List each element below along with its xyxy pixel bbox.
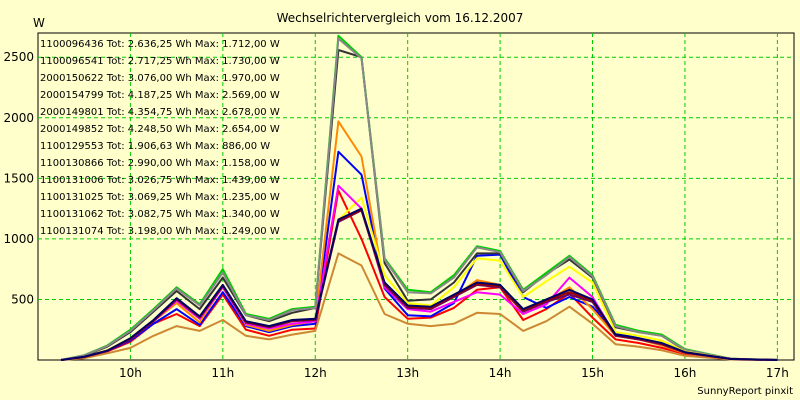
x-tick-label: 15h	[581, 366, 604, 380]
legend-entry: 1100129553 Tot: 1.906,63 Wh Max: 886,00 …	[40, 141, 270, 152]
legend-entry: 1100131025 Tot: 3.069,25 Wh Max: 1.235,0…	[40, 192, 280, 203]
legend-entry: 2000150622 Tot: 3.076,00 Wh Max: 1.970,0…	[40, 73, 280, 84]
axis-layer: 10h 11h 12h 13h 14h 15h 16h 17h 500 1000 1500 2000 2…	[3, 50, 788, 380]
legend-entry: 2000149801 Tot: 4.354,75 Wh Max: 2.678,0…	[40, 107, 280, 118]
x-tick-label: 10h	[119, 366, 142, 380]
credit-text: SunnyReport pinxit	[697, 386, 793, 397]
legend: 1100096436 Tot: 2.636,25 Wh Max: 1.712,0…	[40, 39, 280, 237]
x-tick-label: 14h	[489, 366, 512, 380]
series-layer	[60, 34, 778, 361]
x-tick-label: 11h	[211, 366, 234, 380]
series-line	[60, 37, 778, 361]
series-line	[60, 189, 778, 361]
y-tick-label: 2500	[3, 50, 34, 64]
chart-title: Wechselrichtervergleich vom 16.12.2007	[277, 11, 524, 25]
series-line	[61, 252, 778, 361]
x-tick-label: 13h	[396, 366, 419, 380]
series-line	[60, 207, 778, 361]
legend-entry: 1100131006 Tot: 3.026,75 Wh Max: 1.439,0…	[40, 175, 280, 186]
y-tick-label: 1500	[3, 171, 34, 185]
y-tick-label: 500	[11, 292, 34, 306]
y-axis-label: W	[33, 16, 45, 30]
y-tick-label: 1000	[3, 232, 34, 246]
y-tick-label: 2000	[3, 111, 34, 125]
legend-entry: 2000154799 Tot: 4.187,25 Wh Max: 2.569,0…	[40, 90, 280, 101]
legend-entry: 1100096436 Tot: 2.636,25 Wh Max: 1.712,0…	[40, 39, 280, 50]
x-tick-label: 16h	[674, 366, 697, 380]
legend-entry: 1100130866 Tot: 2.990,00 Wh Max: 1.158,0…	[40, 158, 280, 169]
legend-entry: 1100131074 Tot: 3.198,00 Wh Max: 1.249,0…	[40, 226, 280, 237]
x-tick-label: 17h	[766, 366, 789, 380]
legend-entry: 2000149852 Tot: 4.248,50 Wh Max: 2.654,0…	[40, 124, 280, 135]
x-tick-label: 12h	[304, 366, 327, 380]
legend-entry: 1100131062 Tot: 3.082,75 Wh Max: 1.340,0…	[40, 209, 280, 220]
plot-area: 1100096436 Tot: 2.636,25 Wh Max: 1.712,0…	[37, 32, 795, 361]
legend-entry: 1100096541 Tot: 2.717,25 Wh Max: 1.730,0…	[40, 56, 280, 67]
